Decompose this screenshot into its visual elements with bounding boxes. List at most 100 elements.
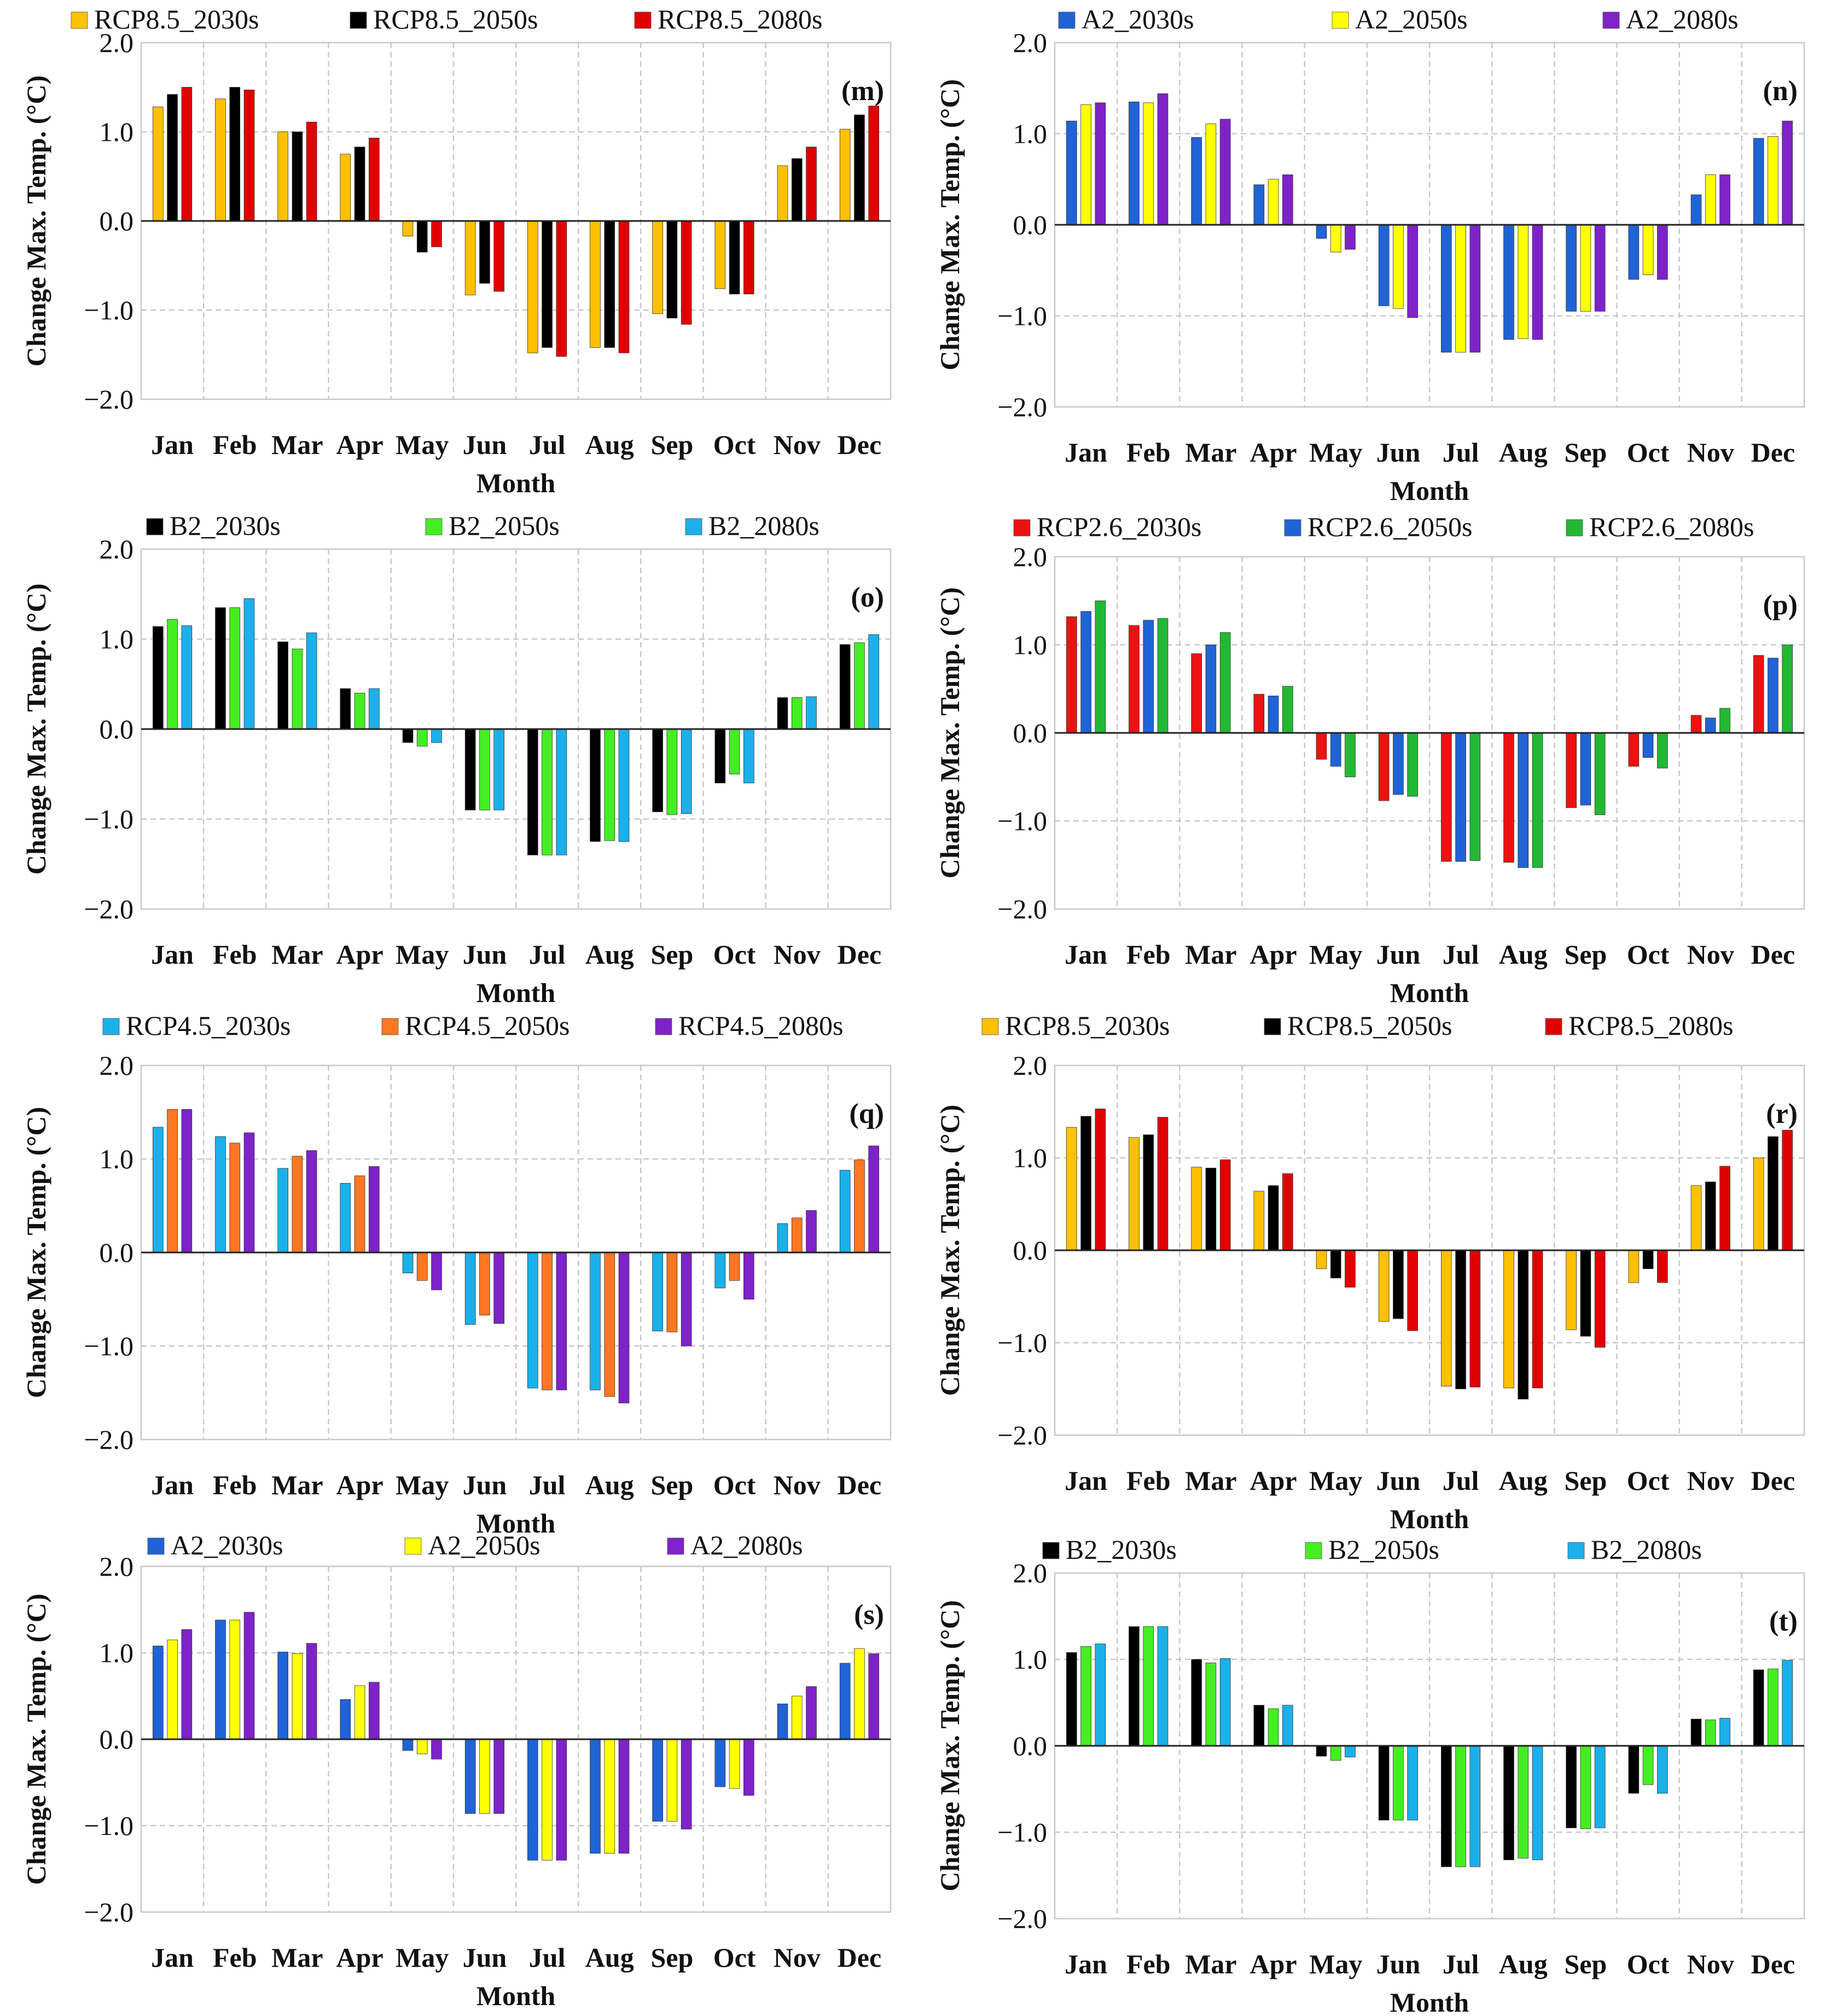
bar-A2_2030s-Jan <box>1066 120 1077 225</box>
bars <box>1066 1626 1793 1867</box>
bar-A2_2050s-Feb <box>1143 102 1154 225</box>
bar-A2_2050s-May <box>416 1739 428 1755</box>
grid <box>1054 1064 1805 1436</box>
y-tick-label: 1.0 <box>100 116 134 147</box>
x-tick-label: Apr <box>1250 939 1297 970</box>
x-tick-label: Sep <box>651 1942 694 1973</box>
bar-RCP8.5_2050s-Jun <box>479 220 490 284</box>
bar-RCP2.6_2050s-Mar <box>1205 644 1217 733</box>
bar-RCP4.5_2030s-May <box>402 1252 414 1274</box>
x-tick-label: Feb <box>1126 437 1171 468</box>
bar-RCP8.5_2080s-May <box>431 220 442 247</box>
x-tick-label: Dec <box>1751 1949 1795 1979</box>
bar-B2_2080s-Jul <box>556 729 567 855</box>
bar-RCP4.5_2080s-Jun <box>493 1252 504 1324</box>
x-tick-label: Jul <box>529 939 566 970</box>
bar-A2_2080s-Aug <box>1532 224 1543 340</box>
y-tick-label: 0.0 <box>1013 1235 1048 1266</box>
bar-B2_2050s-Mar <box>1205 1662 1217 1746</box>
bar-B2_2080s-Apr <box>369 688 380 730</box>
bar-B2_2080s-Mar <box>1219 1658 1231 1746</box>
bar-RCP8.5_2050s-Dec <box>854 114 865 222</box>
x-tick-label: Jan <box>151 939 194 970</box>
bar-A2_2030s-May <box>402 1739 414 1751</box>
bar-RCP8.5_2080s-Dec <box>1782 1129 1793 1251</box>
x-tick-label: Apr <box>336 1470 383 1500</box>
x-tick-label: Aug <box>1499 437 1548 468</box>
x-tick-label: Oct <box>713 1942 756 1973</box>
bar-B2_2050s-Dec <box>1768 1668 1778 1746</box>
bar-RCP2.6_2030s-Apr <box>1253 694 1265 733</box>
bar-RCP8.5_2080s-Feb <box>243 89 255 222</box>
bar-RCP8.5_2050s-Nov <box>791 158 803 222</box>
y-tick-label: −2.0 <box>84 894 133 924</box>
bar-A2_2030s-Apr <box>1253 184 1265 225</box>
bar-A2_2030s-Feb <box>1129 101 1140 225</box>
x-tick-label: Nov <box>1687 939 1734 970</box>
bar-RCP8.5_2080s-Aug <box>1532 1250 1543 1389</box>
bar-A2_2080s-Jul <box>1469 224 1481 353</box>
bar-A2_2030s-Jan <box>153 1645 164 1740</box>
bar-RCP2.6_2050s-Jun <box>1393 732 1404 795</box>
bar-B2_2030s-Nov <box>1690 1718 1702 1746</box>
bar-RCP2.6_2080s-Jul <box>1469 732 1481 861</box>
bar-A2_2030s-Jun <box>1378 224 1390 306</box>
bar-B2_2030s-Jul <box>1441 1745 1452 1867</box>
bar-A2_2050s-Sep <box>666 1739 678 1822</box>
x-tick-label: May <box>396 1470 449 1500</box>
bar-A2_2030s-Jun <box>464 1739 476 1814</box>
x-tick-label: Oct <box>713 939 756 970</box>
bars <box>1066 601 1793 868</box>
bar-A2_2080s-Feb <box>1157 93 1169 225</box>
bar-RCP8.5_2080s-Mar <box>306 121 317 222</box>
legend-swatch <box>685 518 702 535</box>
bar-RCP2.6_2030s-May <box>1316 732 1327 760</box>
bar-RCP8.5_2030s-Sep <box>1566 1250 1577 1330</box>
y-tick-label: 0.0 <box>1013 1731 1048 1761</box>
y-tick-label: 1.0 <box>1013 1143 1048 1173</box>
bar-RCP8.5_2030s-Jul <box>527 220 538 353</box>
x-axis-title: Month <box>1390 475 1469 506</box>
x-tick-label: Jun <box>1376 1949 1421 1979</box>
x-axis-title: Month <box>1390 1987 1469 2016</box>
bar-RCP2.6_2050s-Feb <box>1143 620 1154 733</box>
legend-label: A2_2030s <box>1082 4 1194 34</box>
bar-B2_2050s-Jul <box>1455 1745 1466 1867</box>
legend: RCP4.5_2030s RCP4.5_2050s RCP4.5_2080s <box>102 1010 843 1041</box>
legend: B2_2030s B2_2050s B2_2080s <box>146 510 819 541</box>
bar-RCP2.6_2050s-Nov <box>1705 718 1716 733</box>
bar-RCP8.5_2050s-Dec <box>1768 1136 1778 1251</box>
bar-RCP4.5_2080s-Dec <box>868 1145 879 1253</box>
bar-B2_2080s-May <box>1345 1745 1356 1757</box>
x-tick-label: May <box>396 1942 449 1973</box>
legend-swatch <box>381 1018 399 1035</box>
x-tick-label: Nov <box>1687 437 1734 468</box>
bar-RCP8.5_2050s-Jul <box>1455 1250 1466 1389</box>
y-tick-label: 2.0 <box>1013 1050 1048 1081</box>
bar-RCP8.5_2050s-Feb <box>1143 1134 1154 1251</box>
bar-RCP8.5_2030s-Mar <box>1191 1167 1202 1251</box>
bar-RCP8.5_2080s-Apr <box>369 138 380 222</box>
x-tick-label: Nov <box>774 1942 821 1973</box>
y-tick-label: 2.0 <box>100 1050 134 1081</box>
x-tick-label: Jul <box>529 429 566 460</box>
x-tick-label: Mar <box>271 1942 323 1973</box>
bar-B2_2080s-Aug <box>1532 1745 1543 1860</box>
x-axis-title: Month <box>476 1508 556 1539</box>
bar-B2_2050s-May <box>1330 1745 1341 1761</box>
legend-label: A2_2050s <box>428 1530 540 1560</box>
bar-RCP8.5_2080s-Oct <box>743 220 754 295</box>
y-tick-label: −1.0 <box>84 1331 133 1361</box>
bar-B2_2050s-Jun <box>479 729 490 811</box>
bar-B2_2030s-Feb <box>215 607 226 730</box>
y-tick-label: −1.0 <box>84 1810 133 1841</box>
bar-RCP2.6_2080s-Aug <box>1532 732 1543 868</box>
bar-RCP4.5_2030s-Feb <box>215 1136 226 1253</box>
bar-A2_2030s-Nov <box>777 1703 788 1740</box>
x-tick-label: Nov <box>1687 1949 1734 1979</box>
x-tick-label: May <box>1309 1949 1362 1979</box>
bar-A2_2080s-May <box>1345 224 1356 250</box>
x-tick-label: Sep <box>651 1470 694 1500</box>
legend: A2_2030s A2_2050s A2_2080s <box>1058 4 1739 34</box>
bar-A2_2050s-Mar <box>1205 123 1217 225</box>
